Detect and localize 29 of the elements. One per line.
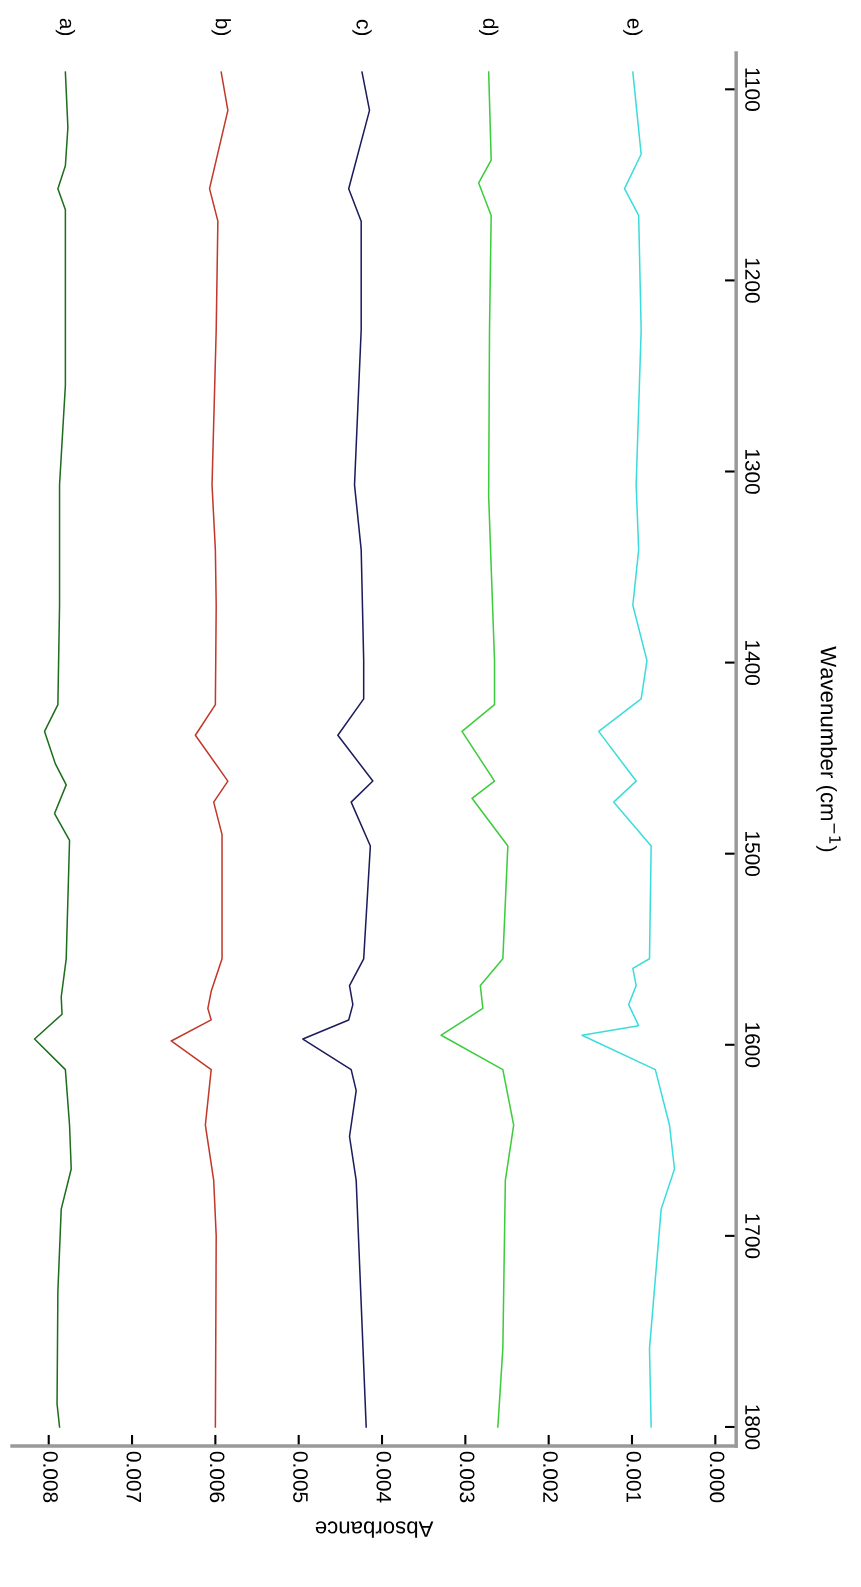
text: c)	[352, 19, 372, 36]
line-series	[170, 71, 229, 1428]
line-series	[440, 71, 515, 1428]
y-tick-label: 1100	[745, 68, 760, 111]
x-tick-label: 0.008	[43, 1451, 58, 1503]
text: e)	[623, 18, 643, 36]
text: d)	[478, 18, 499, 36]
x-axis-title: Absorbance	[315, 1521, 434, 1538]
line-series	[302, 71, 374, 1428]
x-tick-label: 0.002	[543, 1451, 558, 1503]
y-tick-label: 1700	[745, 1214, 760, 1259]
x-tick-label: 0.003	[459, 1451, 475, 1503]
y-axis-title: Wavenumber (cm$^{−1}$)	[816, 646, 841, 852]
x-tick-label: 0.005	[293, 1451, 308, 1503]
x-tick-label: 0.000	[709, 1451, 725, 1503]
x-tick-label: 0.001	[626, 1451, 642, 1503]
text: b)	[211, 19, 231, 36]
y-tick-label: 1500	[745, 832, 760, 877]
y-tick-label: 1300	[745, 449, 760, 494]
x-tick-label: 0.007	[126, 1451, 142, 1503]
x-tick-label: 0.006	[209, 1451, 225, 1503]
y-tick-label: 1200	[745, 258, 760, 303]
line-series	[581, 71, 676, 1428]
line-series	[33, 71, 72, 1428]
y-tick-label: 1600	[745, 1023, 760, 1068]
y-tick-label: 1400	[745, 641, 760, 685]
y-tick-label: 1800	[745, 1405, 760, 1450]
x-tick-label: 0.004	[376, 1451, 392, 1503]
text: a)	[55, 18, 76, 36]
